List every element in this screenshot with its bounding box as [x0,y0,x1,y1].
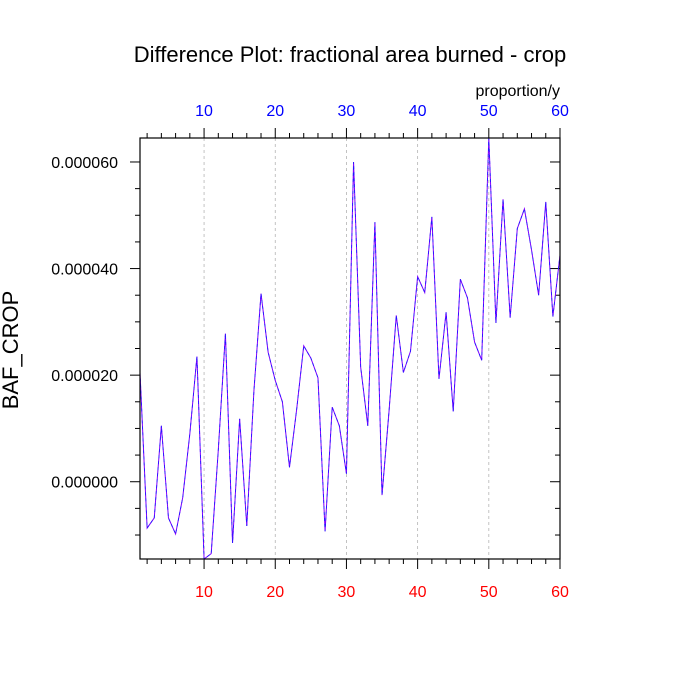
x-tick-label-top: 50 [480,103,498,120]
x-tick-label-top: 60 [551,103,569,120]
x-tick-label-bottom: 60 [551,584,569,601]
x-tick-label-bottom: 50 [480,584,498,601]
y-axis-label: BAF_CROP [0,291,23,410]
x-tick-label-bottom: 40 [409,584,427,601]
y-tick-label: 0.000040 [51,262,118,279]
series-line [139,137,561,560]
x-tick-label-top: 20 [266,103,284,120]
y-tick-label: 0.000000 [51,475,118,492]
x-tick-label-bottom: 10 [195,584,213,601]
axis-ticks [130,128,561,569]
x-tick-label-bottom: 20 [266,584,284,601]
plot-frame [139,137,561,560]
x-tick-label-bottom: 30 [338,584,356,601]
series-lines [139,137,561,560]
chart-title: Difference Plot: fractional area burned … [134,42,567,67]
x-tick-label-top: 10 [195,103,213,120]
tick-labels: 10 10 20 20 30 30 40 40 50 50 60 60 0.000000 0.000020… [51,103,569,601]
x-tick-label-top: 40 [409,103,427,120]
y-tick-label: 0.000020 [51,368,118,385]
grid-lines [203,138,490,559]
y-tick-label: 0.000060 [51,155,118,172]
x-tick-label-top: 30 [338,103,356,120]
series-line-overlay [139,137,561,560]
units-label: proportion/y [476,83,561,100]
